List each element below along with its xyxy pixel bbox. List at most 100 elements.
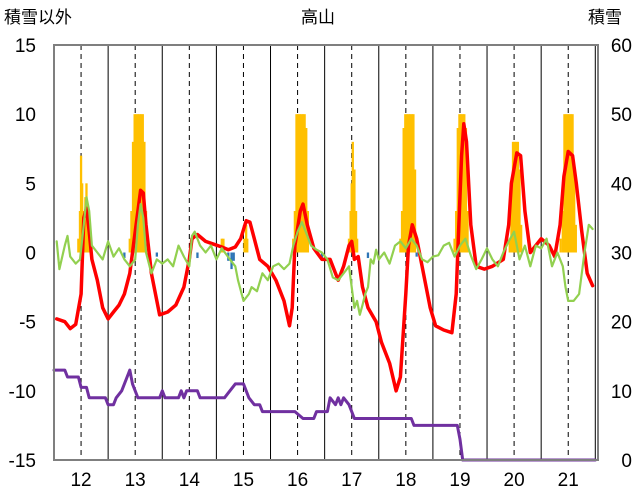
x-tick-label: 17 [341,470,362,491]
right-tick-label: 0 [621,451,632,472]
series-line-7030a0 [52,368,597,462]
precip-bar [559,238,562,253]
left-axis-label: 積雪以外 [4,8,72,27]
precip-bar [243,238,246,253]
x-tick-label: 14 [179,470,201,491]
precip-bar [131,141,135,253]
precip-bar [412,114,415,253]
precip-bar [519,224,523,253]
right-tick-label: 30 [611,244,632,265]
precip-bar [455,211,458,253]
precip-bar [353,169,356,253]
precip-bar [351,141,354,253]
precip-bar [139,114,143,253]
precip-bar [456,128,459,253]
right-tick-label: 20 [611,313,632,334]
precip-bar [222,238,225,253]
left-axis-ticks: -15 -10 -5 0 5 10 15 [9,36,36,472]
precip-bar [464,128,468,253]
x-tick-label: 15 [233,470,254,491]
precip-bar [232,252,235,261]
precip-bar [410,114,413,253]
precip-bar [133,114,136,253]
precip-bar [402,128,405,253]
precip-bar [135,114,138,253]
precip-bar [508,238,511,253]
precip-bar [571,114,574,253]
precip-bar [155,252,158,257]
series-line-92d050 [55,196,594,316]
left-tick-label: 5 [25,174,36,195]
right-axis-label: 積雪 [588,8,622,27]
precip-bar [400,211,404,253]
precip-bar [405,114,409,253]
x-tick-label: 19 [449,470,470,491]
precip-bar [320,252,324,260]
x-axis-ticks: 12 13 14 15 16 17 18 19 20 21 [70,470,578,491]
precip-bar [305,128,308,253]
precip-bar [303,114,306,253]
precip-bar [407,114,410,253]
chart-title: 高山 [301,8,335,27]
precip-bar [510,197,513,253]
series-line-ff0000 [54,122,595,393]
precip-bar [138,114,141,253]
precip-bars [77,114,577,270]
left-tick-label: -15 [9,451,36,472]
right-tick-label: 40 [611,174,632,195]
precip-bar [130,211,133,253]
right-tick-label: 50 [611,105,632,126]
precip-bar [300,114,303,253]
precip-bar [246,238,249,253]
right-tick-label: 10 [611,382,632,403]
precip-bar [573,169,576,253]
precip-bar [564,114,568,253]
precip-bar [515,141,518,253]
precip-bar [466,211,469,253]
x-tick-label: 12 [70,470,91,491]
precip-bar [518,169,521,253]
precip-bar [415,252,418,257]
series-lines [52,122,597,462]
precip-bar [463,114,466,253]
precip-bar [516,141,520,253]
precip-bar [354,211,358,253]
x-tick-label: 16 [287,470,308,491]
x-tick-label: 20 [504,470,525,491]
precip-bar [141,114,144,253]
precip-bar [301,114,305,253]
precip-bar [196,252,199,259]
precip-bar [566,114,569,253]
precip-bar [296,114,300,253]
precip-bar [355,238,359,253]
right-axis-ticks: 0 10 20 30 40 50 60 [611,36,632,472]
precip-bar [569,114,573,253]
precip-bar [409,114,412,253]
left-tick-label: 10 [15,105,36,126]
left-tick-label: -10 [9,382,36,403]
precip-bar [77,238,80,253]
plot-frame [53,44,599,461]
precip-bar [366,252,370,259]
precip-bar [568,114,571,253]
right-tick-label: 60 [611,36,632,57]
left-tick-label: 15 [15,36,36,57]
precip-bar [293,211,297,253]
x-tick-label: 18 [395,470,416,491]
left-tick-label: 0 [25,244,36,265]
precip-bar [123,252,126,259]
precip-bar [453,238,456,253]
precip-bar [561,211,564,253]
precip-bar [295,114,298,253]
precip-bar [136,114,140,253]
precip-bar [399,238,402,253]
precip-bar [128,238,131,253]
precip-bar [574,224,577,253]
precip-bar [461,114,464,253]
precip-bar [404,114,407,253]
x-tick-label: 21 [558,470,579,491]
precip-bar [413,169,417,253]
precip-bar [245,224,248,253]
left-tick-label: -5 [19,313,36,334]
